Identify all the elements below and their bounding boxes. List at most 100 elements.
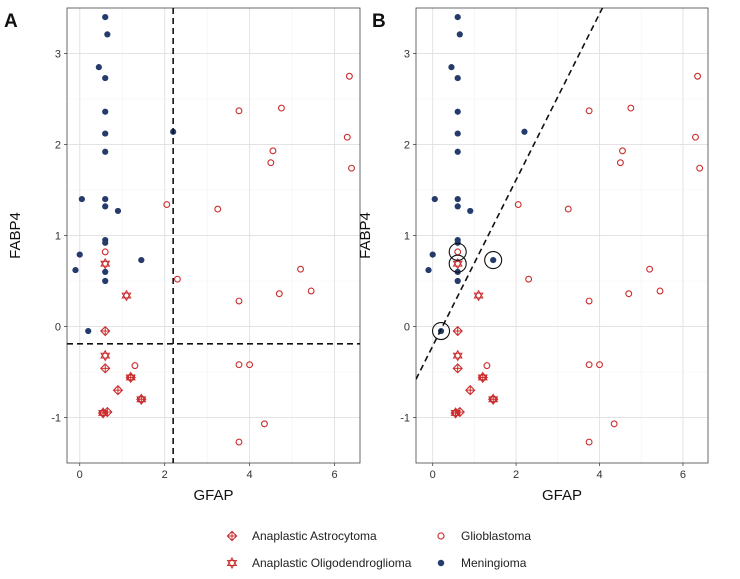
diamond-plus-point <box>452 363 463 374</box>
y-tick-label: 3 <box>55 49 61 61</box>
legend-label: Meningioma <box>461 556 527 570</box>
filled-circle-point <box>114 207 122 215</box>
x-tick-label: 6 <box>680 469 686 481</box>
filled-circle-point <box>102 268 109 275</box>
x-tick-label: 6 <box>331 469 337 481</box>
y-tick-label: 2 <box>55 140 61 152</box>
open-circle-point <box>564 205 572 213</box>
legend-key-open-circle <box>437 532 445 540</box>
filled-circle-point <box>95 64 102 71</box>
x-axis-title: GFAP <box>193 487 233 504</box>
hexagram-point <box>488 393 499 406</box>
x-tick-label: 0 <box>77 469 83 481</box>
filled-circle-point <box>454 239 461 246</box>
filled-circle-point <box>72 266 79 274</box>
open-circle-point <box>235 297 243 305</box>
x-tick-label: 4 <box>596 469 602 481</box>
open-circle-point <box>348 164 355 172</box>
open-circle-point <box>692 133 699 141</box>
hexagram-point <box>473 289 484 302</box>
open-circle-point <box>267 159 275 167</box>
panel-label: B <box>372 11 386 32</box>
open-circle-point <box>297 265 305 273</box>
open-circle-point <box>307 287 315 295</box>
y-tick-label: 1 <box>404 231 410 243</box>
filled-circle-point <box>102 203 109 210</box>
hexagram-point <box>100 349 111 362</box>
data-points <box>425 14 704 446</box>
y-tick-label: 2 <box>404 140 410 152</box>
open-circle-point <box>246 361 254 369</box>
legend-item: Anaplastic Oligodendroglioma <box>226 556 412 570</box>
filled-circle-point <box>454 74 461 82</box>
hexagram-point <box>100 257 111 270</box>
filled-circle-point <box>102 74 109 82</box>
legend-item: Glioblastoma <box>437 529 531 543</box>
highlight-ring <box>448 254 467 273</box>
filled-circle-point <box>102 14 109 21</box>
open-circle-point <box>235 438 243 446</box>
legend-label: Glioblastoma <box>461 529 531 543</box>
filled-circle-point <box>102 148 109 155</box>
open-circle-point <box>345 72 353 80</box>
y-tick-label: 0 <box>404 322 410 334</box>
open-circle-point <box>610 420 618 428</box>
filled-circle-point <box>102 130 109 137</box>
open-circle-point <box>277 104 285 112</box>
filled-circle-point <box>454 130 461 137</box>
filled-circle-point <box>102 108 109 115</box>
y-tick-label: -1 <box>400 413 410 425</box>
open-circle-point <box>616 159 624 167</box>
open-circle-point <box>585 297 593 305</box>
hexagram-point <box>98 407 109 419</box>
y-tick-label: 3 <box>404 49 410 61</box>
x-axis-title: GFAP <box>542 487 582 504</box>
legend-key-diamond-plus <box>226 530 238 542</box>
hexagram-point <box>477 371 488 384</box>
open-circle-point <box>235 107 243 115</box>
open-circle-point <box>131 362 139 370</box>
filled-circle-point <box>429 251 436 258</box>
open-circle-point <box>619 147 626 155</box>
open-circle-point <box>173 275 181 283</box>
diamond-plus-point <box>100 363 111 374</box>
y-axis-title: FABP4 <box>357 212 374 259</box>
hexagram-point <box>125 371 136 384</box>
open-circle-point <box>525 275 533 283</box>
open-circle-point <box>585 361 593 369</box>
highlight-ring <box>448 242 467 261</box>
open-circle-point <box>261 420 268 428</box>
filled-circle-point <box>85 327 92 335</box>
y-tick-label: -1 <box>51 413 61 425</box>
diamond-plus-point <box>465 385 476 396</box>
filled-circle-point <box>454 203 461 210</box>
open-circle-point <box>269 147 277 155</box>
filled-circle-point <box>431 196 438 203</box>
open-circle-point <box>343 133 351 141</box>
hexagram-point <box>452 257 463 270</box>
y-tick-label: 0 <box>55 322 61 334</box>
grid-lines <box>67 7 360 464</box>
filled-circle-point <box>102 196 109 203</box>
filled-circle-point <box>102 239 109 246</box>
x-tick-label: 2 <box>513 469 519 481</box>
legend-key-hexagram <box>226 556 238 570</box>
open-circle-point <box>585 438 593 446</box>
open-circle-point <box>163 201 171 209</box>
hexagram-point <box>452 349 463 362</box>
data-points <box>72 14 355 446</box>
diamond-plus-point <box>112 385 124 396</box>
x-tick-label: 4 <box>247 469 253 481</box>
filled-circle-point <box>78 196 85 203</box>
open-circle-point <box>454 248 462 256</box>
x-tick-label: 2 <box>162 469 168 481</box>
open-circle-point <box>214 205 222 213</box>
filled-circle-point <box>521 128 528 135</box>
filled-circle-point <box>454 277 461 285</box>
open-circle-point <box>275 290 283 298</box>
open-circle-point <box>483 362 491 370</box>
highlight-ring <box>431 321 451 341</box>
open-circle-point <box>101 248 109 256</box>
filled-circle-point <box>454 148 461 155</box>
